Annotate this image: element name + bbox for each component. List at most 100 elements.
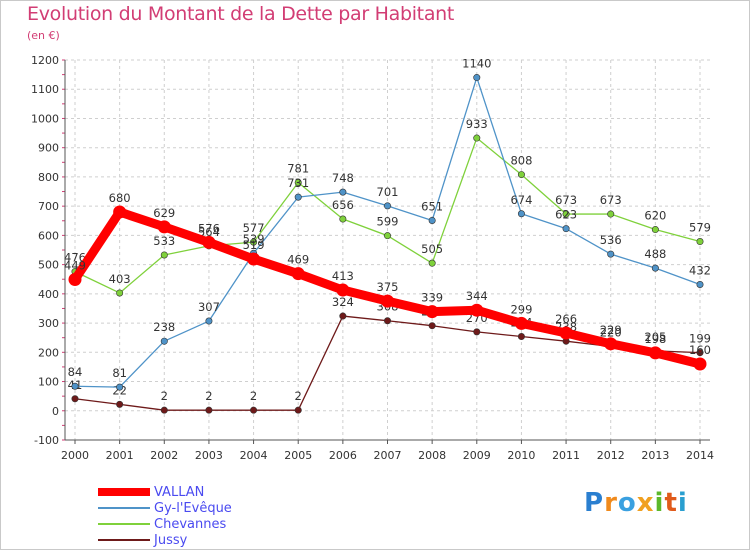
data-point-jussy <box>428 322 436 330</box>
data-label-vallan: 344 <box>466 289 488 303</box>
data-label-jussy: 2 <box>205 389 212 403</box>
data-label-chevannes: 781 <box>287 161 309 175</box>
data-point-gy-l-ev-que <box>71 382 79 390</box>
data-label-vallan: 198 <box>644 332 666 346</box>
data-point-gy-l-ev-que <box>383 202 391 210</box>
data-label-jussy: 324 <box>332 295 354 309</box>
data-label-gy-l-ev-que: 539 <box>243 232 265 246</box>
data-label-gy-l-ev-que: 432 <box>689 263 711 277</box>
data-point-chevannes <box>607 210 615 218</box>
data-label-chevannes: 476 <box>64 251 86 265</box>
data-point-gy-l-ev-que <box>160 337 168 345</box>
data-point-vallan <box>559 326 573 340</box>
data-point-chevannes <box>696 238 704 246</box>
legend-label-gy: Gy-l'Evêque <box>154 500 232 516</box>
data-label-vallan: 266 <box>555 312 577 326</box>
x-tick-label: 2012 <box>597 449 625 462</box>
y-tick-label: 900 <box>38 142 59 155</box>
data-point-jussy <box>383 317 391 325</box>
x-tick-label: 2000 <box>61 449 89 462</box>
data-point-jussy <box>517 333 525 341</box>
data-point-gy-l-ev-que <box>294 193 302 201</box>
data-label-chevannes: 505 <box>421 242 443 256</box>
data-label-vallan: 229 <box>600 323 622 337</box>
y-tick-label: 300 <box>38 317 59 330</box>
data-label-vallan: 299 <box>510 302 532 316</box>
data-point-vallan <box>648 346 662 360</box>
data-label-gy-l-ev-que: 307 <box>198 300 220 314</box>
x-tick-label: 2008 <box>418 449 446 462</box>
data-point-chevannes <box>116 289 124 297</box>
data-point-jussy <box>339 312 347 320</box>
x-tick-label: 2006 <box>329 449 357 462</box>
x-tick-label: 2009 <box>463 449 491 462</box>
data-point-vallan <box>425 305 439 319</box>
data-label-chevannes: 673 <box>600 193 622 207</box>
data-label-vallan: 519 <box>243 238 265 252</box>
data-label-chevannes: 577 <box>243 221 265 235</box>
y-tick-label: 1000 <box>31 112 59 125</box>
data-label-jussy: 199 <box>689 332 711 346</box>
data-point-vallan <box>291 267 305 281</box>
data-label-chevannes: 599 <box>377 215 399 229</box>
data-label-vallan: 339 <box>421 291 443 305</box>
data-label-jussy: 2 <box>161 389 168 403</box>
y-tick-label: 800 <box>38 171 59 184</box>
data-label-jussy: 205 <box>644 330 666 344</box>
data-label-chevannes: 620 <box>644 209 666 223</box>
data-point-vallan <box>202 235 216 249</box>
data-label-jussy: 2 <box>295 389 302 403</box>
data-point-vallan <box>157 220 171 234</box>
data-label-vallan: 375 <box>377 280 399 294</box>
y-tick-label: 1100 <box>31 83 59 96</box>
data-label-chevannes: 933 <box>466 117 488 131</box>
legend-item-vallan: VALLAN <box>98 484 232 500</box>
x-tick-label: 2002 <box>150 449 178 462</box>
chart-title: Evolution du Montant de la Dette par Hab… <box>27 3 455 25</box>
x-tick-label: 2005 <box>284 449 312 462</box>
chart-unit-label: (en €) <box>27 29 60 42</box>
legend-label-jussy: Jussy <box>154 532 188 548</box>
data-label-vallan: 576 <box>198 221 220 235</box>
data-point-gy-l-ev-que <box>339 188 347 196</box>
data-point-chevannes <box>473 134 481 142</box>
data-label-chevannes: 564 <box>198 225 220 239</box>
data-point-vallan <box>113 205 127 219</box>
data-label-chevannes: 579 <box>689 221 711 235</box>
data-point-jussy <box>250 406 258 414</box>
data-point-gy-l-ev-que <box>562 225 570 233</box>
y-tick-label: 0 <box>52 405 59 418</box>
data-point-vallan <box>514 316 528 330</box>
data-label-vallan: 629 <box>153 206 175 220</box>
data-point-jussy <box>205 406 213 414</box>
data-label-gy-l-ev-que: 623 <box>555 208 577 222</box>
legend-swatch-jussy <box>98 539 150 541</box>
legend-swatch-gy <box>98 507 150 509</box>
data-point-vallan <box>693 357 707 371</box>
data-label-vallan: 469 <box>287 253 309 267</box>
data-label-vallan: 680 <box>109 191 131 205</box>
data-point-chevannes <box>651 226 659 234</box>
data-point-vallan <box>68 273 82 287</box>
data-point-vallan <box>336 283 350 297</box>
data-label-jussy: 220 <box>600 325 622 339</box>
x-tick-label: 2014 <box>686 449 714 462</box>
x-tick-label: 2001 <box>106 449 134 462</box>
data-point-chevannes <box>517 171 525 179</box>
y-tick-label: -100 <box>34 434 59 447</box>
data-point-chevannes <box>250 238 258 246</box>
data-point-gy-l-ev-que <box>116 383 124 391</box>
data-label-vallan: 413 <box>332 269 354 283</box>
x-tick-label: 2007 <box>374 449 402 462</box>
data-label-gy-l-ev-que: 488 <box>644 247 666 261</box>
x-tick-label: 2004 <box>240 449 268 462</box>
data-point-vallan <box>604 337 618 351</box>
data-point-chevannes <box>294 178 302 186</box>
data-point-jussy <box>71 395 79 403</box>
data-point-gy-l-ev-que <box>607 250 615 258</box>
data-point-jussy <box>116 400 124 408</box>
data-label-vallan: 449 <box>64 259 86 273</box>
data-label-gy-l-ev-que: 651 <box>421 199 443 213</box>
data-point-gy-l-ev-que <box>696 280 704 288</box>
y-tick-label: 500 <box>38 259 59 272</box>
